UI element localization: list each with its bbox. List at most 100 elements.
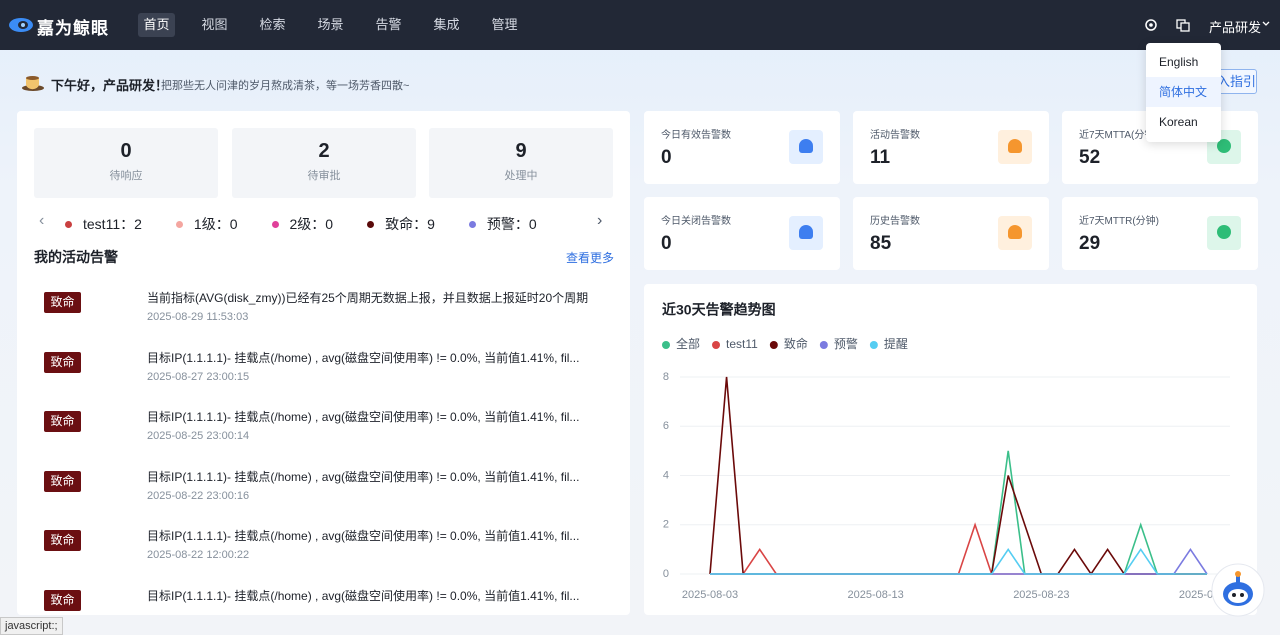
alert-text: 目标IP(1.1.1.1)- 挂载点(/home) , avg(磁盘空间使用率)… xyxy=(147,469,580,484)
kpi-icon xyxy=(789,130,823,164)
level-count: 0 xyxy=(229,216,238,232)
language-icon[interactable] xyxy=(1176,18,1190,32)
alert-time: 2025-08-27 23:00:15 xyxy=(147,370,250,383)
legend-label[interactable]: test11 xyxy=(726,337,758,351)
legend-marker[interactable] xyxy=(819,341,828,349)
level-name: 预警： xyxy=(486,216,529,232)
kpi-label: 历史告警数 xyxy=(870,216,920,227)
alert-item[interactable]: 致命 当前指标(AVG(disk_zmy))已经有25个周期无数据上报，并且数据上… xyxy=(17,287,630,337)
kpi-value: 0 xyxy=(661,233,672,254)
legend-label[interactable]: 预警 xyxy=(834,336,858,351)
nav-menu: 首页 视图 检索 场景 告警 集成 管理 xyxy=(138,13,544,37)
chart-title: 近30天告警趋势图 xyxy=(662,302,776,318)
level-dot xyxy=(65,220,72,228)
greeting-title: 下午好，产品研发！ xyxy=(51,78,169,93)
kpi-card: 今日关闭告警数 0 xyxy=(644,197,840,270)
level-badge: 致命 xyxy=(44,470,81,492)
alert-item[interactable]: 致命 目标IP(1.1.1.1)- 挂载点(/home) , avg(磁盘空间使用… xyxy=(17,525,630,575)
legend-marker[interactable] xyxy=(662,341,670,349)
stat-value: 0 xyxy=(120,140,132,162)
level-count: 0 xyxy=(325,216,334,232)
level-badge: 致命 xyxy=(44,590,81,611)
alert-time: 2025-08-25 23:00:14 xyxy=(147,430,250,443)
scroll-right[interactable]: › xyxy=(597,212,603,229)
level-badge: 致命 xyxy=(44,411,81,433)
kpi-icon xyxy=(998,130,1032,164)
series-line xyxy=(710,547,1207,575)
level-badge: 致命 xyxy=(44,292,81,313)
stat-value: 2 xyxy=(318,140,330,162)
level-item: 1级： 0 xyxy=(175,214,238,234)
language-option[interactable]: 简体中文 xyxy=(1146,77,1221,107)
legend-marker[interactable] xyxy=(869,341,878,349)
language-option[interactable]: English xyxy=(1159,55,1199,69)
stat-box[interactable]: 9 处理中 xyxy=(429,128,613,198)
stat-label: 待响应 xyxy=(109,170,143,182)
stat-label: 处理中 xyxy=(504,170,538,182)
kpi-label: 今日关闭告警数 xyxy=(661,216,731,227)
settings-icon[interactable] xyxy=(1144,18,1158,32)
legend-label[interactable]: 提醒 xyxy=(884,336,908,351)
alert-text: 目标IP(1.1.1.1)- 挂载点(/home) , avg(磁盘空间使用率)… xyxy=(147,350,580,365)
alert-text: 目标IP(1.1.1.1)- 挂载点(/home) , avg(磁盘空间使用率)… xyxy=(147,410,580,425)
alert-list: 致命 当前指标(AVG(disk_zmy))已经有25个周期无数据上报，并且数据上… xyxy=(17,287,630,615)
level-legend: test11： 2 1级： 0 2级： 0 致命： 9 预警： 0 xyxy=(65,214,571,234)
kpi-card: 近7天MTTR(分钟) 29 xyxy=(1062,197,1258,270)
nav-item[interactable]: 场景 xyxy=(317,17,344,32)
nav-item[interactable]: 检索 xyxy=(259,17,286,32)
kpi-label: 今日有效告警数 xyxy=(661,130,731,141)
alert-item[interactable]: 致命 目标IP(1.1.1.1)- 挂载点(/home) , avg(磁盘空间使用… xyxy=(17,466,630,516)
alert-item[interactable]: 致命 目标IP(1.1.1.1)- 挂载点(/home) , avg(磁盘空间使用… xyxy=(17,585,630,615)
y-tick-label: 0 xyxy=(663,568,669,580)
level-count: 9 xyxy=(427,216,435,232)
series-line xyxy=(710,450,1207,575)
nav-item[interactable]: 管理 xyxy=(491,17,518,32)
kpi-card: 今日有效告警数 0 xyxy=(644,111,840,184)
level-name: 2级： xyxy=(289,216,326,232)
nav-item[interactable]: 集成 xyxy=(433,17,460,32)
level-badge: 致命 xyxy=(44,530,81,552)
language-dropdown: English 简体中文 Korean xyxy=(1146,43,1221,142)
assistant-bot[interactable] xyxy=(1211,563,1265,617)
user-menu[interactable]: 产品研发 xyxy=(1209,20,1262,35)
kpi-icon xyxy=(998,216,1032,250)
level-dot xyxy=(271,220,279,228)
kpi-icon xyxy=(789,216,823,250)
y-tick-label: 6 xyxy=(663,420,669,432)
kpi-value: 0 xyxy=(661,147,672,168)
level-name: 致命： xyxy=(385,216,428,232)
alert-item[interactable]: 致命 目标IP(1.1.1.1)- 挂载点(/home) , avg(磁盘空间使用… xyxy=(17,406,630,456)
stat-box[interactable]: 0 待响应 xyxy=(34,128,218,198)
greeting-text: 把那些无人问津的岁月熬成清茶，等一场芳香四散~ xyxy=(161,80,410,92)
kpi-card: 活动告警数 11 xyxy=(853,111,1049,184)
chevron xyxy=(1262,21,1270,26)
kpi-label: 近7天MTTR(分钟) xyxy=(1079,216,1159,227)
level-name: 1级： xyxy=(193,216,230,232)
level-dot xyxy=(367,220,375,228)
alert-text: 目标IP(1.1.1.1)- 挂载点(/home) , avg(磁盘空间使用率)… xyxy=(147,589,580,603)
y-tick-label: 4 xyxy=(663,469,669,481)
kpi-card: 历史告警数 85 xyxy=(853,197,1049,270)
legend-label[interactable]: 致命 xyxy=(784,336,808,351)
nav-item[interactable]: 首页 xyxy=(138,13,175,37)
top-nav: 嘉为鲸眼 首页 视图 检索 场景 告警 集成 管理 产品研发 xyxy=(0,0,1280,50)
scroll-left[interactable]: ‹ xyxy=(39,212,45,229)
alert-item[interactable]: 致命 目标IP(1.1.1.1)- 挂载点(/home) , avg(磁盘空间使用… xyxy=(17,347,630,397)
logo-icon xyxy=(9,18,33,32)
kpi-label: 活动告警数 xyxy=(870,130,920,141)
nav-item[interactable]: 告警 xyxy=(375,17,402,32)
stat-box[interactable]: 2 待审批 xyxy=(232,128,416,198)
legend-marker[interactable] xyxy=(712,341,721,349)
level-count: 0 xyxy=(528,216,537,232)
more-link[interactable]: 查看更多 xyxy=(566,251,615,265)
legend-label[interactable]: 全部 xyxy=(676,336,700,351)
level-item: 致命： 9 xyxy=(367,214,435,234)
level-item: 2级： 0 xyxy=(271,214,334,234)
legend-marker[interactable] xyxy=(769,341,778,349)
x-tick-label: 2025-08-13 xyxy=(848,589,904,601)
alert-time: 2025-08-29 11:53:03 xyxy=(147,311,249,323)
nav-item[interactable]: 视图 xyxy=(201,17,228,32)
language-option[interactable]: Korean xyxy=(1159,115,1198,129)
x-tick-label: 2025-08-23 xyxy=(1013,589,1069,601)
